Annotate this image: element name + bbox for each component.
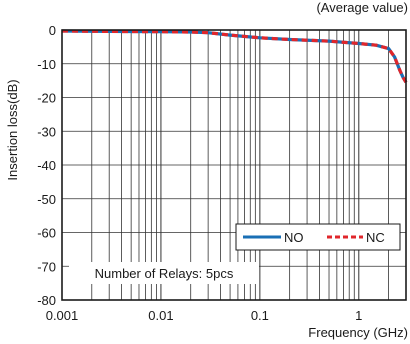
y-tick-labels: 0 -10 -20 -30 -40 -50 -60 -70 -80 [37,23,56,308]
y-tick-label: -30 [37,124,56,139]
series-line-nc [61,29,408,84]
legend: NO NC [235,223,401,251]
chart-subtitle: (Average value) [316,0,408,15]
x-tick-label: 0.001 [46,308,79,323]
relay-count-annotation: Number of Relays: 5pcs [69,262,259,284]
y-tick-label: -40 [37,158,56,173]
y-tick-label: -10 [37,57,56,72]
y-axis-label: Insertion loss(dB) [5,79,20,180]
legend-label-no: NO [284,230,304,245]
y-tick-label: -20 [37,91,56,106]
y-tick-label: -60 [37,226,56,241]
legend-box [235,223,401,251]
legend-label-nc: NC [366,230,385,245]
grid-lines [61,29,407,301]
series-lines [61,29,408,84]
y-tick-label: -50 [37,192,56,207]
x-tick-label: 1 [355,308,362,323]
y-tick-label: -70 [37,259,56,274]
plot-frame [61,29,407,301]
x-tick-label: 0.1 [251,308,269,323]
annotation-text: Number of Relays: 5pcs [95,266,234,281]
x-tick-label: 0.01 [148,308,173,323]
annotation-background [69,262,259,284]
x-tick-labels: 0.001 0.01 0.1 1 [46,308,363,323]
y-tick-label: 0 [49,23,56,38]
y-tick-label: -80 [37,293,56,308]
x-axis-label: Frequency (GHz) [308,325,408,340]
